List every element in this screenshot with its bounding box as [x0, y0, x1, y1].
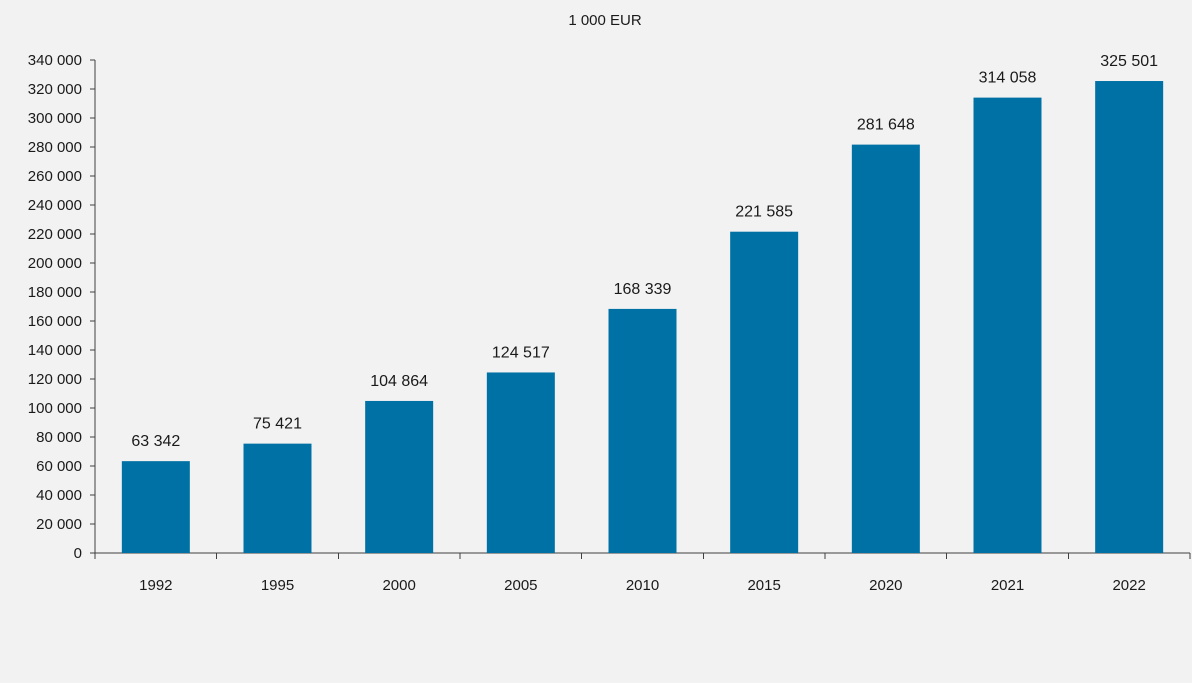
bar-2015 [730, 231, 799, 553]
y-tick-label: 300 000 [28, 110, 82, 127]
y-tick-label: 340 000 [28, 52, 82, 69]
data-label-2015: 221 585 [735, 204, 793, 221]
x-tick-label: 1992 [139, 577, 172, 594]
data-label-2021: 314 058 [979, 70, 1037, 87]
unit-label: 1 000 EUR [568, 12, 642, 29]
bar-2000 [365, 400, 434, 553]
x-tick-label: 2005 [504, 577, 537, 594]
data-label-1995: 75 421 [253, 416, 302, 433]
x-tick-label: 2015 [747, 577, 780, 594]
bar-1992 [121, 461, 190, 553]
x-tick-label: 2021 [991, 577, 1024, 594]
bar-1995 [243, 443, 312, 553]
y-tick-label: 260 000 [28, 168, 82, 185]
data-label-2000: 104 864 [370, 373, 428, 390]
data-label-2020: 281 648 [857, 117, 915, 134]
y-tick-label: 80 000 [36, 429, 82, 446]
x-axis: 1992 1995 2000 2005 2010 2015 2020 2021 2022 [94, 552, 1191, 594]
data-labels: 63 342 75 421 104 864 124 517 168 339 221 585… [131, 53, 1158, 450]
y-tick-label: 100 000 [28, 400, 82, 417]
y-tick-label: 160 000 [28, 313, 82, 330]
y-tick-label: 200 000 [28, 255, 82, 272]
y-tick-label: 320 000 [28, 81, 82, 98]
x-tick-label: 2022 [1112, 577, 1145, 594]
bar-2010 [608, 308, 677, 553]
y-tick-label: 280 000 [28, 139, 82, 156]
y-axis: 0 20 000 40 000 60 000 80 000 100 000 120 000 1… [28, 52, 96, 562]
x-tick-label: 2020 [869, 577, 902, 594]
y-tick-label: 240 000 [28, 197, 82, 214]
bar-2021 [973, 97, 1042, 553]
bar-2020 [851, 144, 920, 553]
data-label-2010: 168 339 [614, 281, 672, 298]
data-label-2005: 124 517 [492, 344, 550, 361]
x-tick-label: 1995 [261, 577, 294, 594]
y-tick-label: 180 000 [28, 284, 82, 301]
y-tick-label: 40 000 [36, 487, 82, 504]
bar-2022 [1095, 81, 1164, 553]
bar-2005 [486, 372, 555, 553]
y-tick-label: 120 000 [28, 371, 82, 388]
y-tick-label: 60 000 [36, 458, 82, 475]
y-tick-label: 140 000 [28, 342, 82, 359]
data-label-1992: 63 342 [131, 433, 180, 450]
data-label-2022: 325 501 [1100, 53, 1158, 70]
x-tick-label: 2000 [382, 577, 415, 594]
bars [121, 81, 1164, 553]
y-tick-label: 220 000 [28, 226, 82, 243]
y-tick-label: 0 [74, 545, 82, 562]
y-tick-label: 20 000 [36, 516, 82, 533]
x-tick-label: 2010 [626, 577, 659, 594]
